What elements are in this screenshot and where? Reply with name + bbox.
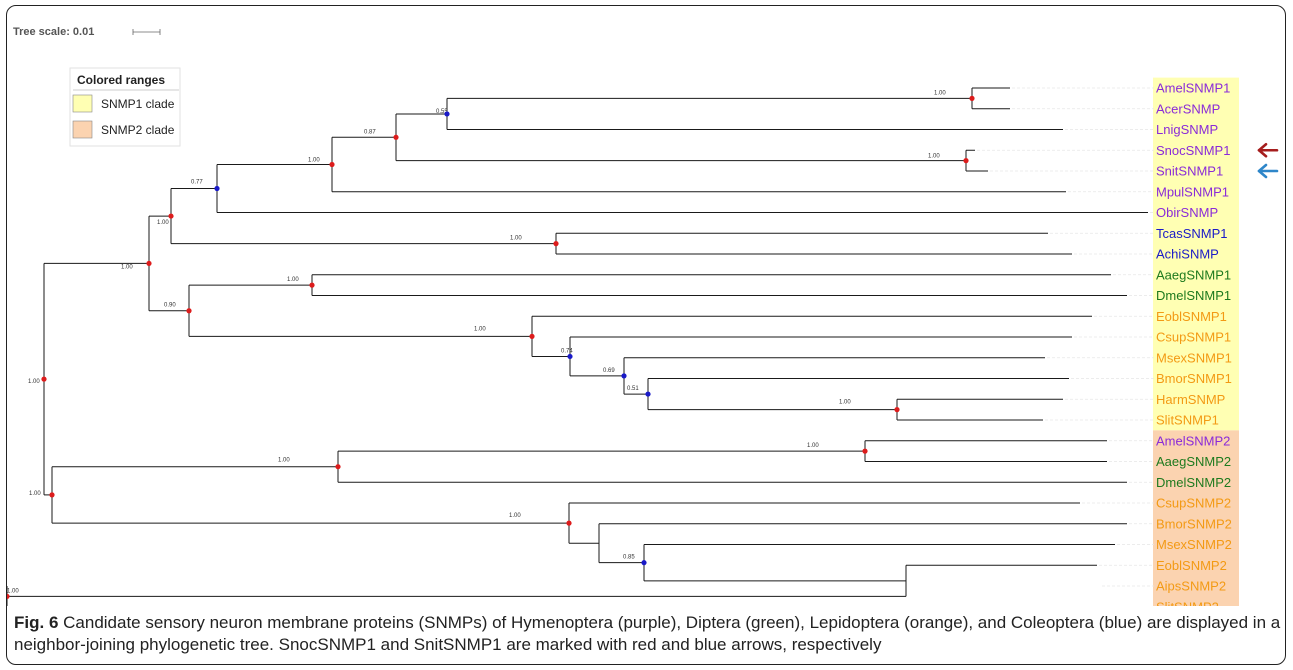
support-value: 0.85 — [623, 555, 635, 561]
support-value: 1.00 — [29, 491, 41, 497]
caption-figure-label: Fig. 6 — [14, 613, 59, 632]
node-marker — [894, 407, 900, 413]
colored-ranges — [1153, 77, 1239, 606]
node-marker — [335, 464, 341, 470]
node-marker — [963, 158, 969, 164]
support-value: 0.74 — [561, 348, 573, 354]
tree-branches — [7, 87, 1148, 606]
support-value: 1.00 — [934, 90, 946, 96]
node-marker — [168, 213, 174, 219]
tip-label-aaegsnmp2: AaegSNMP2 — [1156, 454, 1231, 469]
support-value: 0.55 — [436, 109, 448, 115]
legend-title: Colored ranges — [77, 73, 165, 87]
node-marker — [329, 161, 335, 168]
node-marker — [553, 241, 559, 247]
support-value: 0.90 — [164, 303, 176, 309]
support-value: 1.00 — [157, 220, 169, 226]
tip-label-csupsnmp1: CsupSNMP1 — [1156, 330, 1231, 345]
node-markers — [7, 95, 975, 599]
tip-label-tcassnmp1: TcasSNMP1 — [1156, 226, 1228, 241]
support-value: 1.00 — [474, 326, 486, 332]
support-value: 1.00 — [839, 400, 851, 406]
tip-label-aaegsnmp1: AaegSNMP1 — [1156, 267, 1231, 282]
node-marker — [186, 308, 192, 314]
tip-label-msexsnmp2: MsexSNMP2 — [1156, 537, 1232, 552]
tip-guide-lines — [977, 87, 1154, 587]
node-marker — [529, 333, 535, 339]
support-value: 0.51 — [627, 386, 639, 392]
arrow-red-snocsnmp1 — [1257, 142, 1279, 158]
support-value: 1.00 — [7, 588, 19, 594]
tip-label-msexsnmp1: MsexSNMP1 — [1156, 350, 1232, 365]
node-marker — [566, 520, 572, 526]
node-marker — [567, 353, 573, 360]
tip-label-slitsnmp1: SlitSNMP1 — [1156, 413, 1219, 428]
tip-label-amelsnmp1: AmelSNMP1 — [1156, 81, 1230, 96]
tip-label-lnigsnmp: LnigSNMP — [1156, 122, 1218, 137]
scale-bar-label: Tree scale: 0.01 — [13, 26, 94, 38]
scale-bar: Tree scale: 0.01 — [13, 26, 161, 38]
tip-label-snocsnmp1: SnocSNMP1 — [1156, 143, 1230, 158]
support-value: 1.00 — [121, 264, 133, 270]
support-value: 0.69 — [603, 368, 615, 374]
tip-label-csupsnmp2: CsupSNMP2 — [1156, 496, 1231, 511]
support-value: 1.00 — [278, 458, 290, 464]
support-value: 0.77 — [191, 180, 203, 186]
node-marker — [444, 111, 450, 117]
legend-swatch-snmp2 — [72, 120, 93, 139]
support-values: 1.00 1.00 1.00 0.77 1.00 0.87 0.55 1.00 1.00 1.00… — [7, 90, 946, 594]
figure-frame: 1.00 1.00 1.00 0.77 1.00 0.87 0.55 1.00 1.00 1.00… — [6, 5, 1286, 665]
legend-swatch-snmp1 — [72, 94, 93, 113]
tip-label-bmorsnmp2: BmorSNMP2 — [1156, 516, 1232, 531]
tip-label-amelsnmp2: AmelSNMP2 — [1156, 433, 1230, 448]
support-value: 1.00 — [928, 154, 940, 160]
node-marker — [146, 260, 152, 267]
figure-caption: Fig. 6 Candidate sensory neuron membrane… — [14, 612, 1282, 656]
tip-label-snitsnmp1: SnitSNMP1 — [1156, 164, 1223, 179]
node-marker — [309, 282, 315, 288]
arrow-markers — [1257, 142, 1279, 179]
tip-labels: AmelSNMP1 AcerSNMP LnigSNMP SnocSNMP1 SnitSN… — [1156, 81, 1232, 607]
node-marker — [645, 391, 651, 397]
node-marker — [49, 492, 55, 498]
support-value: 1.00 — [509, 513, 521, 519]
support-value: 1.00 — [510, 236, 522, 242]
support-value: 1.00 — [28, 379, 40, 385]
colored-range-snmp2 — [1153, 430, 1239, 606]
tip-label-aipssnmp2: AipsSNMP2 — [1156, 579, 1226, 594]
arrow-blue-snitsnmp1 — [1257, 163, 1279, 179]
tip-label-eoblsnmp2: EoblSNMP2 — [1156, 558, 1227, 573]
tip-label-dmelsnmp1: DmelSNMP1 — [1156, 288, 1231, 303]
legend-label-snmp1: SNMP1 clade — [101, 97, 175, 111]
node-marker — [862, 448, 868, 454]
tip-label-slitsnmp2: SlitSNMP2 — [1156, 599, 1219, 606]
support-value: 1.00 — [308, 158, 320, 164]
legend-label-snmp2: SNMP2 clade — [101, 123, 175, 137]
tip-label-mpulsnmp1: MpulSNMP1 — [1156, 184, 1229, 199]
tip-label-acersnmp: AcerSNMP — [1156, 101, 1220, 116]
node-marker — [621, 373, 627, 379]
node-marker — [393, 134, 399, 140]
tip-label-harmsnmp: HarmSNMP — [1156, 392, 1225, 407]
support-value: 0.87 — [364, 129, 376, 135]
node-marker — [969, 95, 975, 101]
tip-label-achisnmp: AchiSNMP — [1156, 247, 1219, 262]
tip-label-dmelsnmp2: DmelSNMP2 — [1156, 475, 1231, 490]
support-value: 1.00 — [287, 277, 299, 283]
node-marker — [41, 376, 47, 382]
node-marker — [7, 593, 10, 599]
colored-range-snmp1 — [1153, 77, 1239, 431]
caption-text: Candidate sensory neuron membrane protei… — [14, 613, 1281, 654]
phylogenetic-tree: 1.00 1.00 1.00 0.77 1.00 0.87 0.55 1.00 1.00 1.00… — [7, 26, 1279, 607]
legend: Colored ranges SNMP1 clade SNMP2 clade — [69, 67, 181, 147]
node-marker — [214, 185, 220, 192]
tip-label-eoblsnmp1: EoblSNMP1 — [1156, 309, 1227, 324]
node-marker — [641, 560, 647, 566]
tip-label-obirsnmp: ObirSNMP — [1156, 205, 1218, 220]
tip-label-bmorsnmp1: BmorSNMP1 — [1156, 371, 1232, 386]
support-value: 1.00 — [807, 443, 819, 449]
